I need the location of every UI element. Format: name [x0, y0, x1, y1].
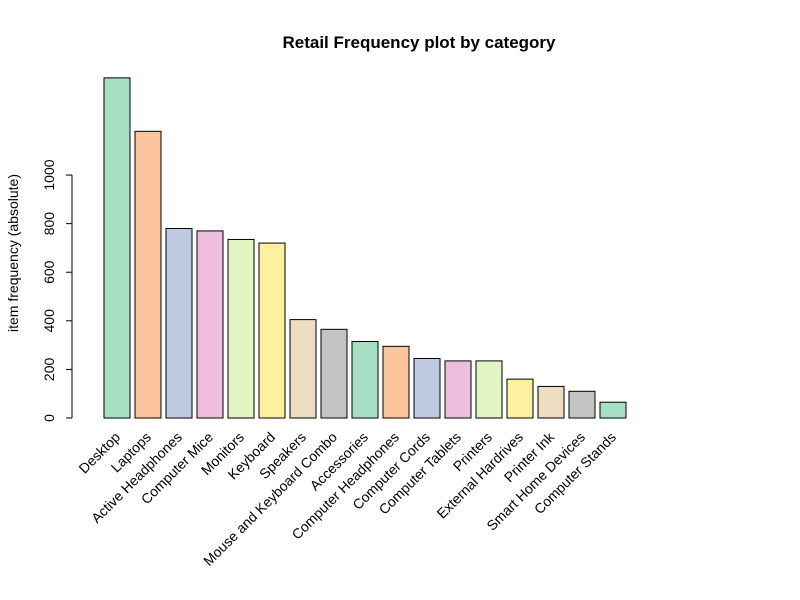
bar	[196, 230, 224, 419]
bar	[289, 319, 317, 419]
bar	[413, 357, 441, 419]
y-tick-label: 600	[41, 260, 57, 284]
bar	[320, 328, 348, 419]
y-tick-label: 800	[41, 212, 57, 236]
y-tick-label: 1000	[41, 159, 57, 190]
bar	[103, 77, 131, 419]
bar	[351, 340, 379, 419]
bar	[599, 401, 627, 419]
y-tick-label: 0	[41, 414, 57, 422]
bar	[258, 242, 286, 419]
bar	[444, 360, 472, 419]
bar	[475, 360, 503, 419]
bars-group	[103, 77, 627, 419]
bar	[382, 345, 410, 419]
y-tick-label: 400	[41, 309, 57, 333]
bar	[134, 130, 162, 419]
chart-title: Retail Frequency plot by category	[282, 33, 556, 52]
y-tick-label: 200	[41, 358, 57, 382]
bar	[227, 238, 255, 419]
bar	[537, 385, 565, 419]
bar	[568, 390, 596, 419]
bar	[506, 378, 534, 419]
y-axis: 0 200 400 600 800 1000	[41, 159, 73, 422]
y-axis-label: item frequency (absolute)	[5, 174, 21, 332]
bar	[165, 227, 193, 419]
